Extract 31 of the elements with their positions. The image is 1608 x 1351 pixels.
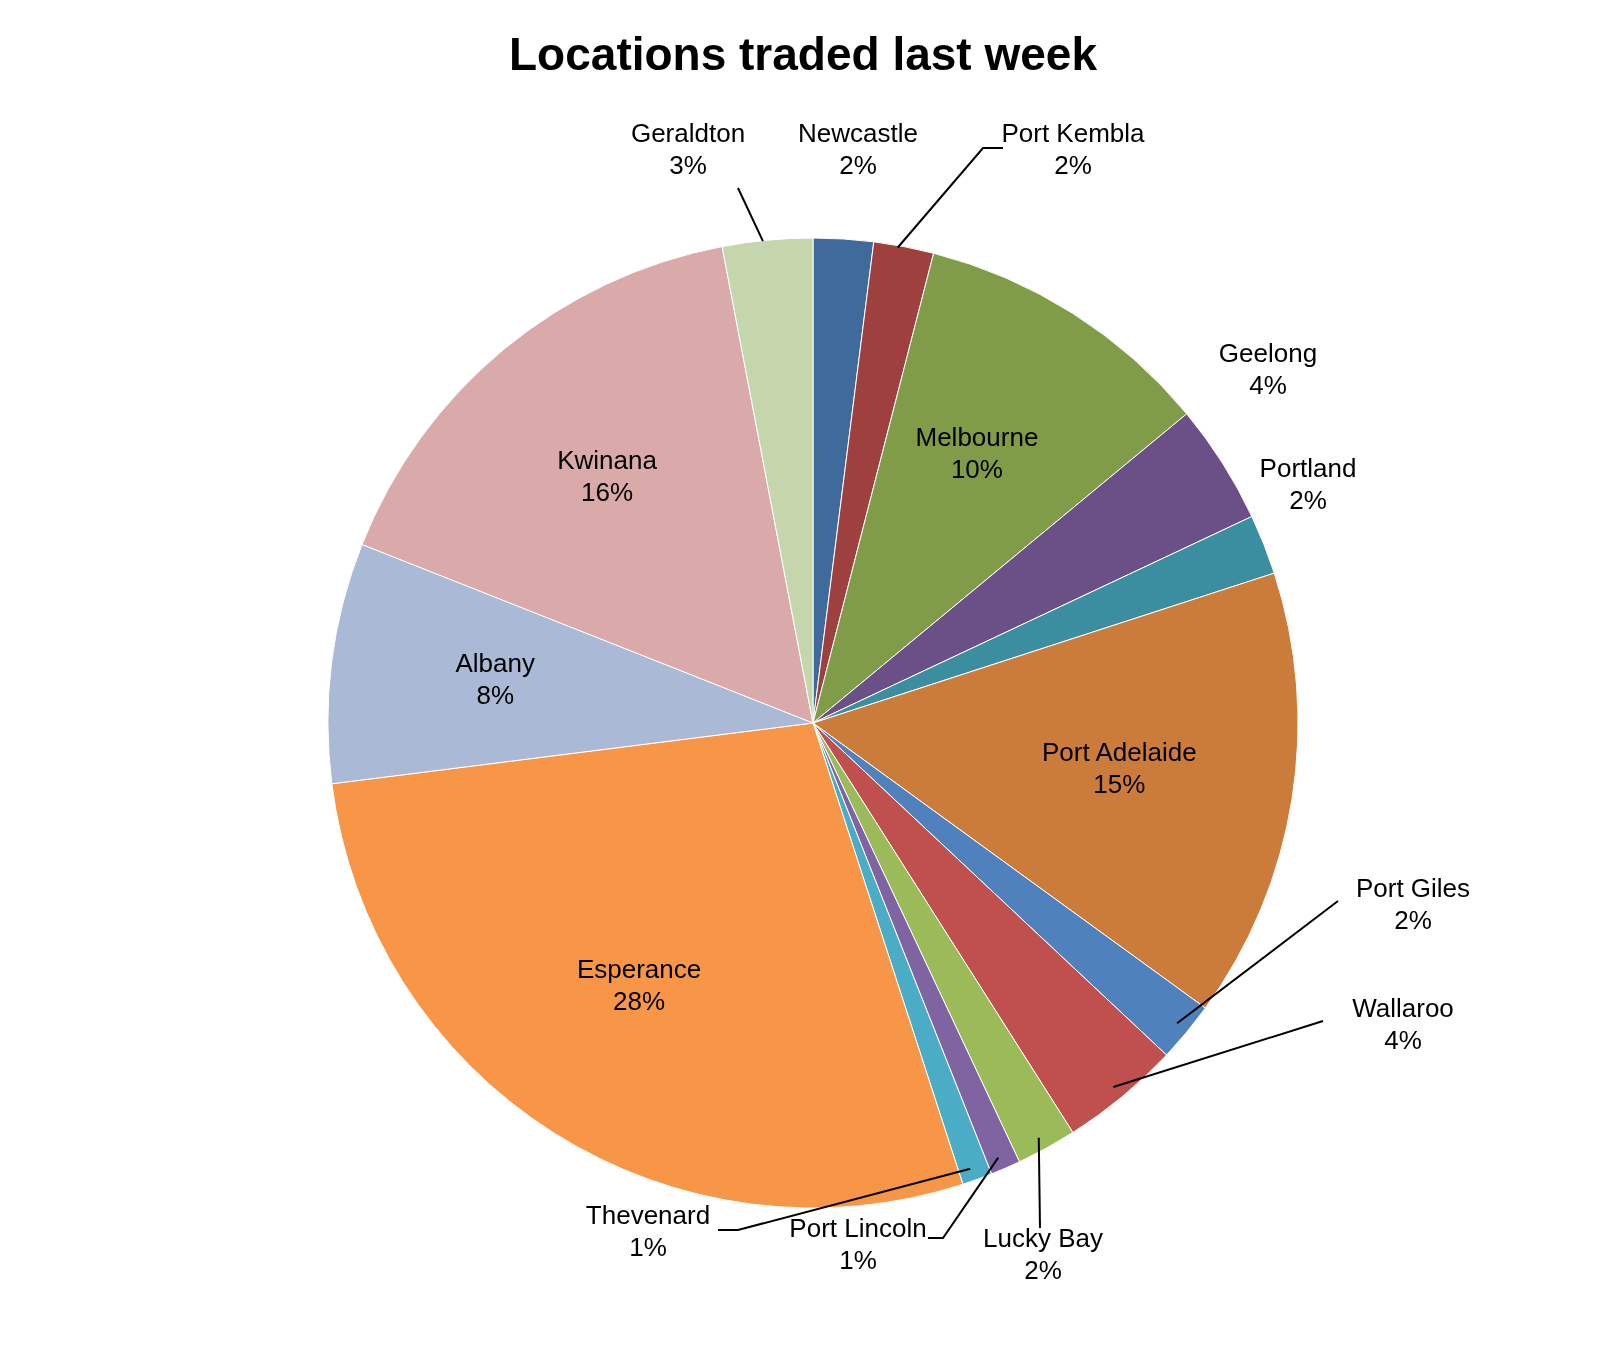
- slice-label: Port Lincoln: [789, 1213, 927, 1243]
- data-label: 1%: [629, 1232, 667, 1262]
- chart-title: Locations traded last week: [509, 28, 1098, 80]
- slice-label: Port Kembla: [1001, 118, 1146, 148]
- data-label: 10%: [950, 453, 1003, 484]
- slice-label: Geelong: [1218, 338, 1318, 368]
- data-label: 1%: [839, 1245, 877, 1275]
- data-label: 2%: [1054, 150, 1092, 180]
- data-label: 2%: [839, 150, 877, 180]
- slice-label: Wallaroo: [1352, 993, 1454, 1023]
- data-label: 4%: [1249, 370, 1287, 400]
- slice-label: Melbourne: [915, 421, 1039, 452]
- slice-label: Albany: [455, 648, 535, 679]
- data-label: 4%: [1384, 1025, 1422, 1055]
- slice-label: Thevenard: [585, 1200, 711, 1230]
- data-label: 2%: [1394, 905, 1432, 935]
- slice-label: Geraldton: [630, 118, 746, 148]
- slice-label: Newcastle: [798, 118, 918, 148]
- slice-label: Kwinana: [557, 445, 658, 476]
- data-label: 28%: [613, 986, 666, 1017]
- slice-label: Lucky Bay: [983, 1223, 1103, 1253]
- data-label: 2%: [1024, 1255, 1062, 1285]
- data-label: 8%: [476, 680, 515, 711]
- data-label: 3%: [669, 150, 707, 180]
- data-label: 2%: [1289, 485, 1327, 515]
- data-label: 15%: [1093, 769, 1146, 800]
- slice-label: Esperance: [576, 954, 702, 985]
- slice-label: Port Giles: [1355, 873, 1471, 903]
- slice-label: Port Adelaide: [1042, 737, 1197, 768]
- slice-label: Portland: [1259, 453, 1357, 483]
- data-label: 16%: [581, 477, 634, 508]
